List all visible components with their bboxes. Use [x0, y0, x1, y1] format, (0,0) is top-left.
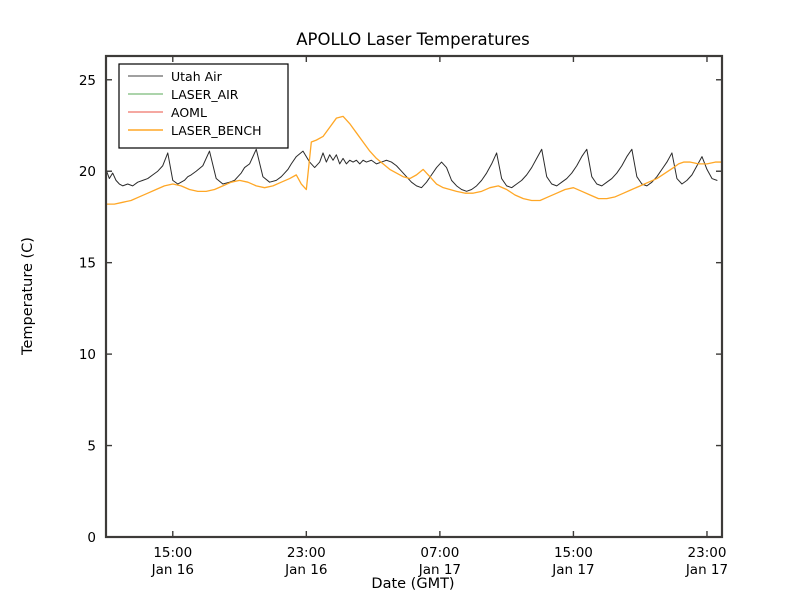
- legend-label-utah-air[interactable]: Utah Air: [171, 69, 223, 84]
- chart-title: APOLLO Laser Temperatures: [296, 30, 529, 49]
- y-tick-label: 20: [79, 164, 96, 180]
- legend-label-aoml[interactable]: AOML: [171, 105, 207, 120]
- y-axis-label: Temperature (C): [20, 237, 36, 356]
- x-axis-label: Date (GMT): [371, 576, 454, 592]
- y-tick-label: 5: [87, 439, 96, 455]
- x-tick-label-time: 15:00: [554, 545, 593, 561]
- x-tick-label-date: Jan 16: [151, 562, 194, 578]
- x-tick-label-time: 15:00: [153, 545, 192, 561]
- legend-label-laser-bench[interactable]: LASER_BENCH: [171, 123, 262, 138]
- plot-frame: [104, 54, 724, 539]
- x-tick-label-time: 23:00: [688, 545, 727, 561]
- legend-box: [118, 63, 289, 149]
- x-tick-label-date: Jan 16: [284, 562, 327, 578]
- data-series-group: [105, 115, 723, 205]
- series-line-utah-air: [105, 148, 718, 192]
- x-tick-label-time: 23:00: [287, 545, 326, 561]
- y-tick-label: 25: [79, 73, 96, 89]
- x-tick-label-date: Jan 17: [685, 562, 728, 578]
- y-tick-label: 15: [79, 256, 96, 272]
- legend-label-laser-air[interactable]: LASER_AIR: [171, 87, 239, 102]
- x-tick-label-time: 07:00: [420, 545, 459, 561]
- y-tick-label: 0: [87, 530, 96, 546]
- x-tick-label-date: Jan 17: [418, 562, 461, 578]
- y-tick-label: 10: [79, 347, 96, 363]
- x-tick-label-date: Jan 17: [551, 562, 594, 578]
- chart-legend[interactable]: Utah Air LASER_AIR AOML LASER_BENCH: [118, 63, 289, 149]
- series-line-laser-bench: [105, 115, 723, 205]
